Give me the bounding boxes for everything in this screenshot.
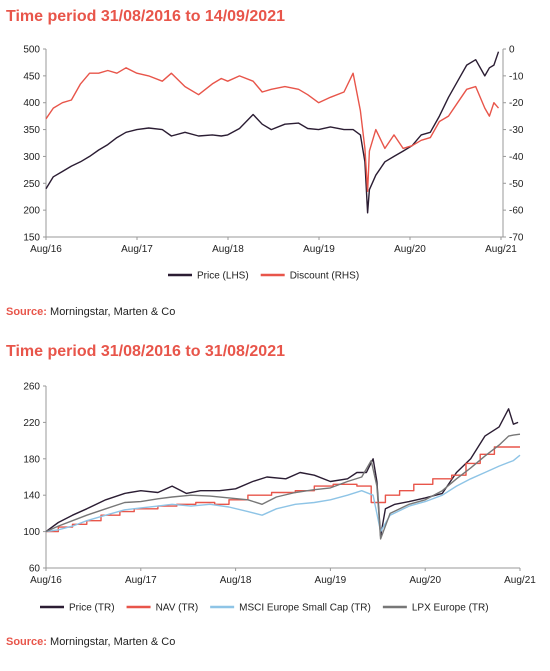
series-line-2 [45,67,500,192]
y-left-tick-label: 260 [23,382,40,393]
chart1-svg: 150 200 250 300 350 400 450 500 0 -10 -20 -30 -40 -50… [23,45,524,282]
chart2-source-text: Morningstar, Marten & Co [46,636,176,648]
y-left-tick-label: 150 [23,233,40,244]
x-tick-label: Aug/17 [125,575,157,586]
y-right-tick-label: -40 [509,152,524,163]
x-tick-label: Aug/21 [485,244,517,255]
x-tick-label: Aug/16 [30,244,62,255]
x-tick-label: Aug/19 [303,244,335,255]
legend-label-2: Discount (RHS) [290,271,359,282]
y-left-tick-label: 250 [23,179,40,190]
series-line-1 [45,51,500,214]
y-right-tick-label: -70 [509,233,524,244]
y-left-tick-label: 350 [23,125,40,136]
x-tick-label: Aug/18 [220,575,252,586]
legend-label-3: MSCI Europe Small Cap (TR) [239,603,371,614]
chart1-title: Time period 31/08/2016 to 14/09/2021 [6,8,285,25]
chart1-source-label: Source: [6,306,47,318]
x-tick-label: Aug/19 [315,575,347,586]
y-right-tick-label: 0 [509,45,515,56]
chart2-svg: 60 100 140 180 220 260 Aug/16 Aug/17 Aug/18 Aug/1… [23,382,536,614]
x-tick-label: Aug/16 [30,575,62,586]
legend-label-1: Price (TR) [69,603,115,614]
y-left-tick-label: 60 [29,564,41,575]
y-left-tick-label: 400 [23,98,40,109]
y-left-tick-label: 300 [23,152,40,163]
y-right-tick-label: -30 [509,125,524,136]
y-right-tick-label: -50 [509,179,524,190]
y-left-tick-label: 220 [23,418,40,429]
x-tick-label: Aug/21 [504,575,536,586]
x-tick-label: Aug/20 [394,244,426,255]
y-left-tick-label: 500 [23,45,40,56]
y-left-tick-label: 100 [23,527,40,538]
series-line-2 [46,446,520,533]
y-right-tick-label: -10 [509,71,524,82]
x-tick-label: Aug/17 [121,244,153,255]
legend-label-2: NAV (TR) [156,603,199,614]
chart2-source: Source: Morningstar, Marten & Co [6,636,175,648]
y-left-tick-label: 200 [23,206,40,217]
chart1-source: Source: Morningstar, Marten & Co [6,306,175,318]
chart1-source-text: Morningstar, Marten & Co [46,306,176,318]
y-left-tick-label: 180 [23,454,40,465]
y-right-tick-label: -60 [509,206,524,217]
series-line-3 [45,454,521,533]
x-tick-label: Aug/18 [212,244,244,255]
chart2-source-label: Source: [6,636,47,648]
legend-label-4: LPX Europe (TR) [412,603,489,614]
series-line-4 [45,433,521,540]
y-right-tick-label: -20 [509,98,524,109]
y-left-tick-label: 140 [23,491,40,502]
chart2-title: Time period 31/08/2016 to 31/08/2021 [6,343,285,360]
x-tick-label: Aug/20 [409,575,441,586]
legend-label-1: Price (LHS) [197,271,249,282]
series-line-1 [45,408,519,537]
y-left-tick-label: 450 [23,71,40,82]
